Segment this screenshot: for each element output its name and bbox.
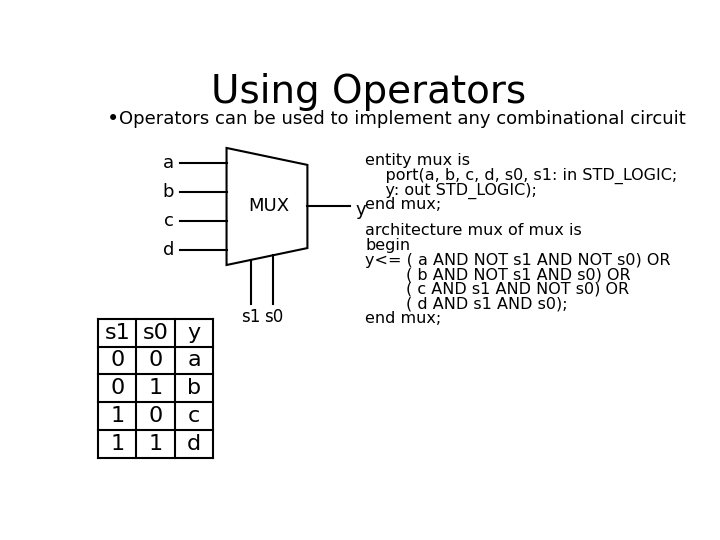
Text: s0: s0: [143, 323, 168, 343]
Text: port(a, b, c, d, s0, s1: in STD_LOGIC;: port(a, b, c, d, s0, s1: in STD_LOGIC;: [365, 168, 678, 184]
Text: end mux;: end mux;: [365, 311, 441, 326]
Text: c: c: [188, 406, 200, 426]
Text: MUX: MUX: [248, 198, 290, 215]
Text: y: y: [355, 201, 366, 219]
Text: d: d: [163, 241, 174, 259]
Text: s1: s1: [241, 308, 261, 326]
Text: 1: 1: [110, 434, 125, 454]
Text: Using Operators: Using Operators: [212, 73, 526, 111]
Text: a: a: [187, 350, 201, 370]
Text: ( c AND s1 AND NOT s0) OR: ( c AND s1 AND NOT s0) OR: [365, 282, 629, 297]
Text: begin: begin: [365, 238, 410, 253]
Text: y<= ( a AND NOT s1 AND NOT s0) OR: y<= ( a AND NOT s1 AND NOT s0) OR: [365, 253, 670, 268]
Text: y: y: [188, 323, 201, 343]
Text: 1: 1: [148, 434, 163, 454]
Text: 1: 1: [110, 406, 125, 426]
Text: end mux;: end mux;: [365, 197, 441, 212]
Text: d: d: [187, 434, 202, 454]
Text: a: a: [163, 153, 174, 172]
Text: 0: 0: [148, 350, 163, 370]
Text: ( d AND s1 AND s0);: ( d AND s1 AND s0);: [365, 296, 568, 312]
Text: architecture mux of mux is: architecture mux of mux is: [365, 224, 582, 239]
Text: s1: s1: [104, 323, 130, 343]
Text: 0: 0: [148, 406, 163, 426]
Text: entity mux is: entity mux is: [365, 153, 470, 168]
Text: 1: 1: [148, 378, 163, 398]
Text: b: b: [163, 183, 174, 201]
Text: y: out STD_LOGIC);: y: out STD_LOGIC);: [365, 183, 537, 199]
Text: b: b: [187, 378, 202, 398]
Text: c: c: [164, 212, 174, 230]
Text: 0: 0: [110, 378, 125, 398]
Text: 0: 0: [110, 350, 125, 370]
Text: ( b AND NOT s1 AND s0) OR: ( b AND NOT s1 AND s0) OR: [365, 267, 631, 282]
Text: s0: s0: [264, 308, 283, 326]
Text: •: •: [107, 109, 120, 129]
Text: Operators can be used to implement any combinational circuit: Operators can be used to implement any c…: [119, 110, 685, 127]
